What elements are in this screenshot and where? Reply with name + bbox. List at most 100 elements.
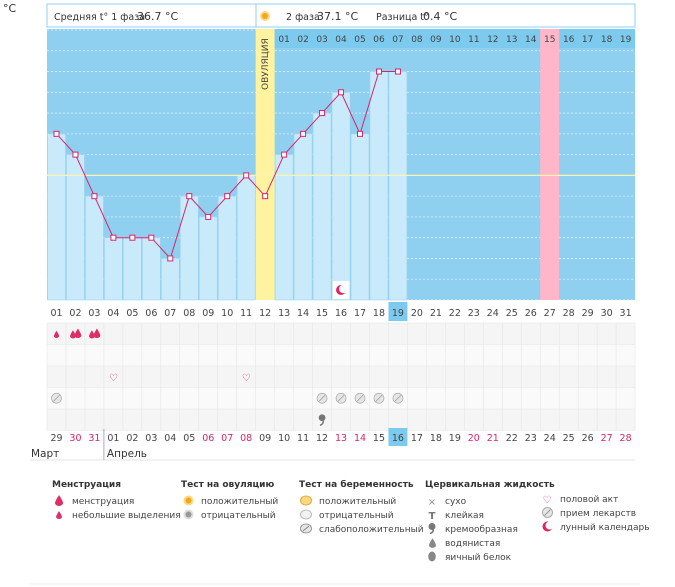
- legend-title: Тест на беременность: [299, 480, 414, 490]
- calendar-date-label: 12: [316, 433, 328, 444]
- temperature-point: [129, 234, 136, 241]
- legend-title: Менструация: [52, 480, 121, 490]
- calendar-date-label: 26: [582, 433, 594, 444]
- legend-item: отрицательный: [299, 509, 424, 523]
- calendar-date-label: 23: [525, 433, 537, 444]
- dry-icon: ×: [427, 496, 437, 508]
- symptom-row: [47, 344, 636, 366]
- temperature-point: [167, 255, 174, 262]
- temperature-bar: [66, 154, 85, 301]
- post-ovulation-day-label: 06: [373, 35, 385, 45]
- spotting-drop-icon: [53, 330, 60, 339]
- legend-item: небольшие выделения: [52, 509, 181, 523]
- cycle-day-label: 05: [126, 308, 138, 319]
- negative-ovulation-test-icon: [181, 509, 195, 523]
- phase2-value: 37.1 °C: [317, 10, 358, 23]
- temperature-point: [375, 68, 382, 75]
- post-ovulation-day-label: 03: [316, 35, 327, 45]
- phase1-label: Средняя t° 1 фаза: [54, 12, 145, 23]
- calendar-date-label: 20: [468, 433, 480, 444]
- calendar-date-label: 27: [601, 433, 613, 444]
- cycle-day-label: 27: [544, 308, 556, 319]
- cycle-day-label: 10: [221, 308, 233, 319]
- calendar-date-label: 18: [430, 433, 442, 444]
- post-ovulation-day-label: 12: [487, 35, 498, 45]
- temperature-point: [300, 130, 307, 137]
- cycle-day-label: 30: [601, 308, 613, 319]
- post-ovulation-day-label: 07: [392, 35, 403, 45]
- legend-item: ♡ половой акт: [540, 493, 650, 507]
- watery-icon: [425, 537, 439, 551]
- legend-item: отрицательный: [181, 509, 278, 523]
- cycle-day-label: 20: [411, 308, 423, 319]
- month-label-next: Апрель: [107, 448, 147, 460]
- legend-item: положительный: [181, 495, 278, 509]
- summary-box: [46, 3, 636, 28]
- temperature-bar: [85, 195, 104, 301]
- cycle-day-label: 11: [240, 308, 252, 319]
- calendar-date-label: 06: [202, 433, 214, 444]
- legend-item: яичный белок: [425, 551, 555, 565]
- pill-icon-line: [356, 395, 364, 402]
- legend-title: Цервикальная жидкость: [425, 480, 555, 490]
- cycle-day-label: 25: [506, 308, 518, 319]
- calendar-date-label: 30: [69, 433, 81, 444]
- temperature-point: [110, 234, 117, 241]
- legend-item: лунный календарь: [540, 521, 650, 535]
- ovulation-column: [255, 29, 275, 300]
- cycle-day-label: 24: [487, 308, 499, 319]
- cycle-day-label: 08: [183, 308, 195, 319]
- legend-item: слабоположительный: [299, 523, 424, 537]
- pill-icon-line: [337, 395, 345, 402]
- pill-icon-line: [53, 395, 60, 402]
- cycle-day-label: 21: [430, 308, 442, 319]
- temperature-bar: [104, 237, 123, 301]
- post-ovulation-day-label: 17: [582, 35, 593, 45]
- temperature-bar: [350, 133, 370, 301]
- cycle-day-label: 12: [259, 308, 271, 319]
- temperature-bar: [369, 71, 389, 301]
- legend-item: менструация: [52, 495, 181, 509]
- cycle-day-label: 14: [297, 308, 309, 319]
- symptom-row: [47, 323, 636, 345]
- creamy-icon: [318, 414, 326, 422]
- calendar-date-label: 28: [620, 433, 632, 444]
- temperature-bar: [217, 195, 237, 301]
- moon-icon-mask: [339, 284, 348, 294]
- pill-icon-line: [394, 395, 402, 402]
- legend-item: × сухо: [425, 495, 555, 509]
- post-ovulation-day-label: 02: [297, 35, 308, 45]
- temperature-point: [338, 89, 345, 96]
- temperature-bar: [47, 133, 66, 301]
- post-ovulation-day-label: 15: [544, 35, 555, 45]
- legend-item: прием лекарств: [540, 507, 650, 521]
- calendar-date-label: 03: [145, 433, 157, 444]
- legend-menstruation: Менструация менструация небольшие выделе…: [52, 480, 181, 523]
- calendar-date-label: 10: [278, 433, 290, 444]
- positive-pregnancy-test-icon: [299, 495, 313, 509]
- temperature-bar: [236, 175, 256, 301]
- calendar-date-label: 21: [487, 433, 499, 444]
- cycle-day-label: 09: [202, 308, 214, 319]
- temperature-bar: [142, 237, 161, 301]
- calendar-date-label: 22: [506, 433, 518, 444]
- legend-ovulation-test: Тест на овуляцию положительный отрицател…: [181, 480, 278, 523]
- month-label-prev: Март: [31, 448, 59, 460]
- cycle-day-label: 04: [107, 308, 119, 319]
- cycle-day-label: 13: [278, 308, 290, 319]
- post-ovulation-day-label: 08: [411, 35, 423, 45]
- symptom-row: [47, 366, 636, 388]
- calendar-date-label: 25: [563, 433, 575, 444]
- post-ovulation-day-label: 01: [278, 35, 289, 45]
- calendar-date-label: 15: [373, 433, 385, 444]
- calendar-date-label: 14: [354, 433, 366, 444]
- heart-icon: ♡: [109, 373, 118, 384]
- calendar-date-label: 05: [183, 433, 195, 444]
- temperature-bar: [293, 133, 313, 301]
- post-ovulation-day-label: 10: [449, 35, 461, 45]
- cycle-day-label: 03: [88, 308, 100, 319]
- moon-icon: [540, 521, 554, 535]
- temperature-point: [224, 193, 231, 200]
- symptom-row: [47, 409, 636, 431]
